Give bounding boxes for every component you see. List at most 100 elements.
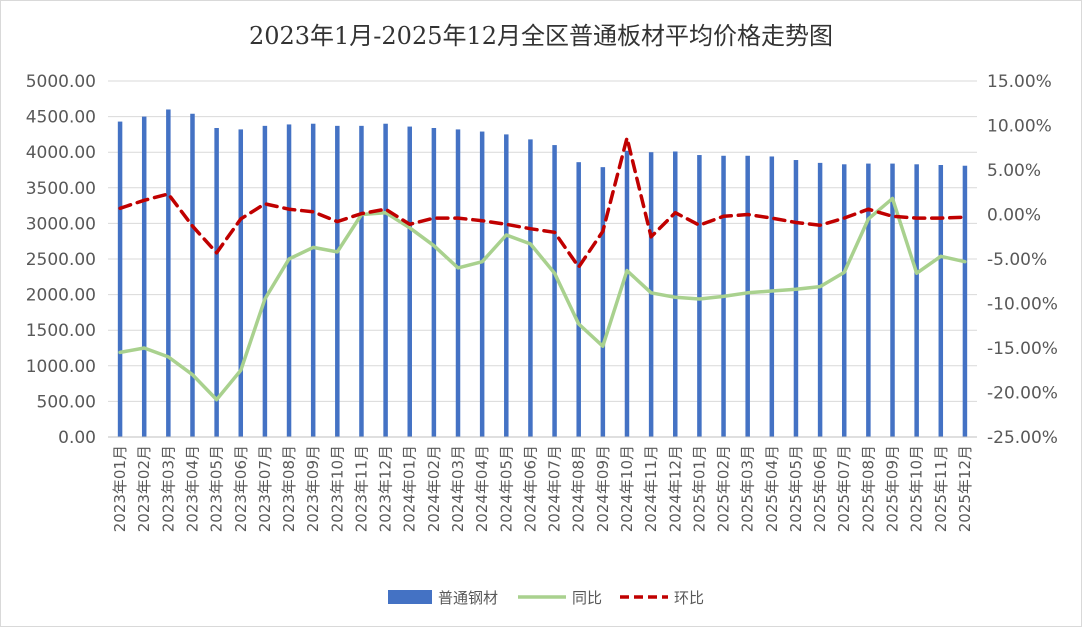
x-tick-label: 2025年02月 — [715, 445, 733, 532]
left-tick-label: 4000.00 — [26, 143, 96, 163]
x-tick-label: 2023年08月 — [280, 445, 298, 532]
bar — [769, 156, 775, 438]
bar — [455, 129, 461, 437]
bar-series — [117, 109, 968, 438]
x-tick-label: 2025年11月 — [932, 445, 950, 532]
x-tick-label: 2023年06月 — [232, 445, 250, 532]
left-tick-label: 2500.00 — [26, 250, 96, 270]
left-tick-label: 2000.00 — [26, 286, 96, 306]
bar — [938, 165, 944, 438]
bar — [238, 129, 244, 437]
x-tick-label: 2023年09月 — [304, 445, 322, 532]
x-tick-label: 2025年07月 — [835, 445, 853, 532]
bar — [576, 162, 581, 437]
right-tick-label: 0.00% — [987, 206, 1041, 226]
bar — [697, 155, 702, 437]
x-tick-label: 2025年10月 — [908, 445, 926, 532]
legend-swatch-bar — [388, 590, 432, 604]
x-tick-label: 2024年01月 — [401, 445, 419, 532]
bar — [504, 134, 509, 437]
right-tick-label: 10.00% — [987, 117, 1052, 137]
left-tick-label: 5000.00 — [26, 72, 96, 92]
bar — [817, 162, 823, 437]
bar — [262, 125, 268, 437]
x-tick-label: 2024年10月 — [618, 445, 636, 532]
bar — [407, 126, 412, 438]
right-tick-label: -25.00% — [987, 428, 1058, 448]
line-series — [118, 136, 967, 402]
bar — [673, 151, 678, 437]
bar — [528, 139, 533, 437]
x-tick-label: 2024年06月 — [521, 445, 539, 532]
x-tick-label: 2024年12月 — [666, 445, 684, 532]
bar — [866, 163, 871, 438]
right-axis: -25.00% -20.00% -15.00% -10.00% -5.00% 0.00% 5… — [987, 72, 1058, 448]
bar — [335, 125, 340, 437]
x-tick-label: 2023年12月 — [377, 445, 395, 532]
bar — [745, 155, 750, 437]
left-tick-label: 1500.00 — [26, 321, 96, 341]
x-tick-label: 2024年05月 — [497, 445, 515, 532]
x-tick-label: 2025年04月 — [763, 445, 781, 532]
bar — [962, 165, 968, 437]
legend: 普通钢材 同比 环比 — [388, 589, 704, 607]
x-tick-label: 2025年03月 — [739, 445, 757, 532]
right-tick-label: -10.00% — [987, 295, 1058, 315]
x-tick-label: 2025年01月 — [690, 445, 708, 532]
x-tick-label: 2023年11月 — [352, 445, 370, 532]
x-tick-label: 2025年05月 — [787, 445, 805, 532]
right-tick-label: -15.00% — [987, 339, 1058, 359]
left-tick-label: 3500.00 — [26, 179, 96, 199]
left-tick-label: 1000.00 — [26, 357, 96, 377]
chart-title: 2023年1月-2025年12月全区普通板材平均价格走势图 — [249, 22, 833, 50]
left-tick-label: 0.00 — [58, 428, 96, 448]
x-tick-label: 2024年03月 — [449, 445, 467, 532]
x-tick-label: 2023年05月 — [208, 445, 226, 532]
x-tick-label: 2023年04月 — [183, 445, 201, 532]
bar — [190, 113, 195, 437]
right-tick-label: 5.00% — [987, 161, 1041, 181]
right-tick-label: -5.00% — [987, 250, 1047, 270]
bar — [890, 163, 895, 438]
bar — [359, 125, 364, 437]
bar — [166, 109, 171, 437]
bar — [383, 123, 388, 437]
bar — [117, 121, 123, 438]
x-tick-label: 2023年02月 — [135, 445, 153, 532]
bar — [286, 124, 292, 437]
right-tick-label: -20.00% — [987, 384, 1058, 404]
x-tick-label: 2025年06月 — [811, 445, 829, 532]
bar — [141, 116, 147, 437]
x-tick-label: 2023年07月 — [256, 445, 274, 532]
bar — [841, 164, 847, 437]
x-tick-label: 2025年12月 — [956, 445, 974, 532]
bar — [600, 167, 606, 438]
bar — [552, 145, 557, 437]
bar — [914, 164, 919, 437]
left-axis: 0.00 500.00 1000.00 1500.00 2000.00 2500.00 30… — [26, 72, 96, 448]
yoy-line — [118, 196, 967, 402]
x-tick-label: 2023年10月 — [328, 445, 346, 532]
x-tick-label: 2025年08月 — [859, 445, 877, 532]
x-tick-label: 2024年07月 — [546, 445, 564, 532]
bar — [479, 131, 485, 437]
x-tick-label: 2024年08月 — [570, 445, 588, 532]
x-tick-label: 2023年03月 — [159, 445, 177, 532]
x-tick-label: 2024年09月 — [594, 445, 612, 532]
x-tick-label: 2024年11月 — [642, 445, 660, 532]
x-tick-label: 2025年09月 — [884, 445, 902, 532]
mom-line — [118, 136, 967, 269]
x-tick-label: 2023年01月 — [111, 445, 129, 532]
left-tick-label: 500.00 — [37, 392, 96, 412]
right-tick-label: 15.00% — [987, 72, 1052, 92]
legend-label: 环比 — [674, 589, 704, 607]
bar — [793, 160, 799, 438]
x-tick-label: 2024年02月 — [425, 445, 443, 532]
bar — [648, 152, 654, 437]
legend-label: 同比 — [572, 589, 602, 607]
x-axis: 2023年01月 2023年02月 2023年03月 2023年04月 2023年05月… — [108, 436, 977, 532]
x-tick-label: 2024年04月 — [473, 445, 491, 532]
legend-label: 普通钢材 — [438, 589, 498, 607]
